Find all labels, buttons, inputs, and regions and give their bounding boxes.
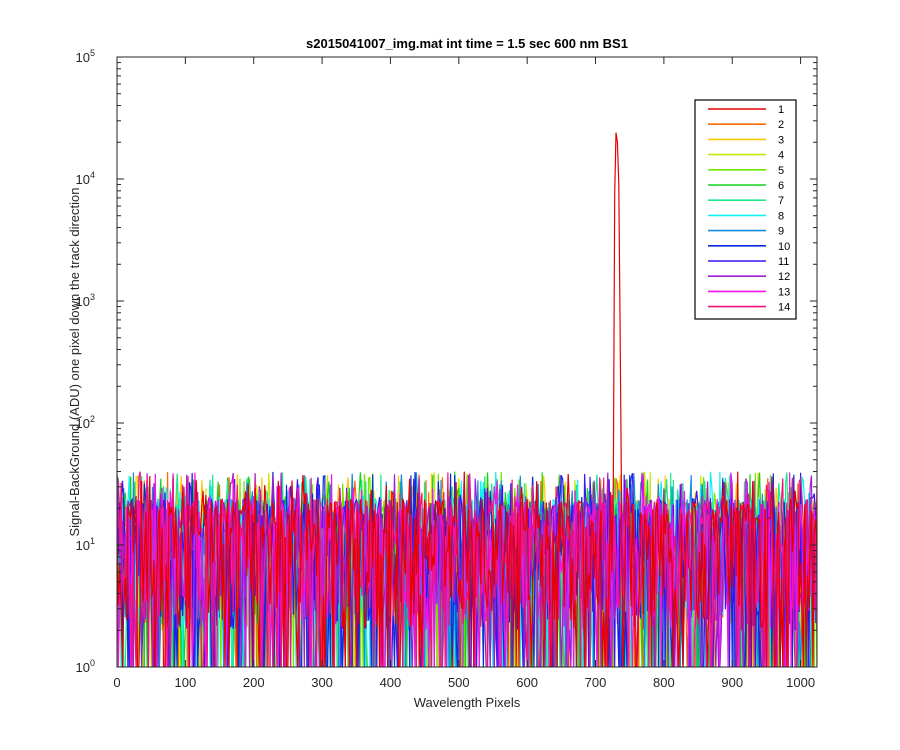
x-tick-label: 500 bbox=[448, 675, 470, 690]
legend-label-11: 11 bbox=[778, 256, 789, 268]
y-tick-label: 101 bbox=[76, 536, 95, 553]
legend-label-9: 9 bbox=[778, 226, 784, 238]
y-tick-label: 104 bbox=[76, 170, 95, 187]
legend-label-13: 13 bbox=[778, 286, 790, 298]
legend-label-1: 1 bbox=[778, 104, 784, 116]
y-tick-label: 100 bbox=[76, 658, 95, 675]
x-tick-label: 100 bbox=[175, 675, 197, 690]
legend-label-7: 7 bbox=[778, 195, 784, 207]
legend-label-5: 5 bbox=[778, 165, 784, 177]
y-axis-label: Signal-BackGround (ADU) one pixel down t… bbox=[67, 187, 82, 536]
x-tick-label: 700 bbox=[585, 675, 607, 690]
x-tick-label: 800 bbox=[653, 675, 675, 690]
legend-label-10: 10 bbox=[778, 241, 790, 253]
legend-label-4: 4 bbox=[778, 150, 784, 162]
legend-label-12: 12 bbox=[778, 271, 790, 283]
y-tick-label: 103 bbox=[76, 292, 95, 309]
legend-label-6: 6 bbox=[778, 180, 784, 192]
series-layer bbox=[117, 132, 817, 667]
y-tick-label: 102 bbox=[76, 414, 95, 431]
legend-label-8: 8 bbox=[778, 210, 784, 222]
axes-box bbox=[116, 56, 818, 668]
x-tick-label: 300 bbox=[311, 675, 333, 690]
x-tick-label: 200 bbox=[243, 675, 265, 690]
series-line-1 bbox=[117, 132, 817, 667]
chart-title: s2015041007_img.mat int time = 1.5 sec 6… bbox=[306, 36, 628, 51]
series-line-14 bbox=[117, 471, 817, 667]
x-tick-label: 0 bbox=[113, 675, 120, 690]
legend-label-14: 14 bbox=[778, 302, 790, 314]
legend-label-2: 2 bbox=[778, 119, 784, 131]
x-tick-label: 600 bbox=[516, 675, 538, 690]
x-tick-label: 1000 bbox=[786, 675, 815, 690]
legend-label-3: 3 bbox=[778, 134, 784, 146]
legend-box bbox=[694, 99, 797, 320]
x-tick-label: 900 bbox=[721, 675, 743, 690]
y-tick-label: 105 bbox=[76, 48, 95, 65]
x-axis: 0 100 200 300 400 500 600 700 800 900 1000 bbox=[113, 57, 815, 690]
x-axis-label: Wavelength Pixels bbox=[414, 695, 521, 710]
x-tick-label: 400 bbox=[380, 675, 402, 690]
